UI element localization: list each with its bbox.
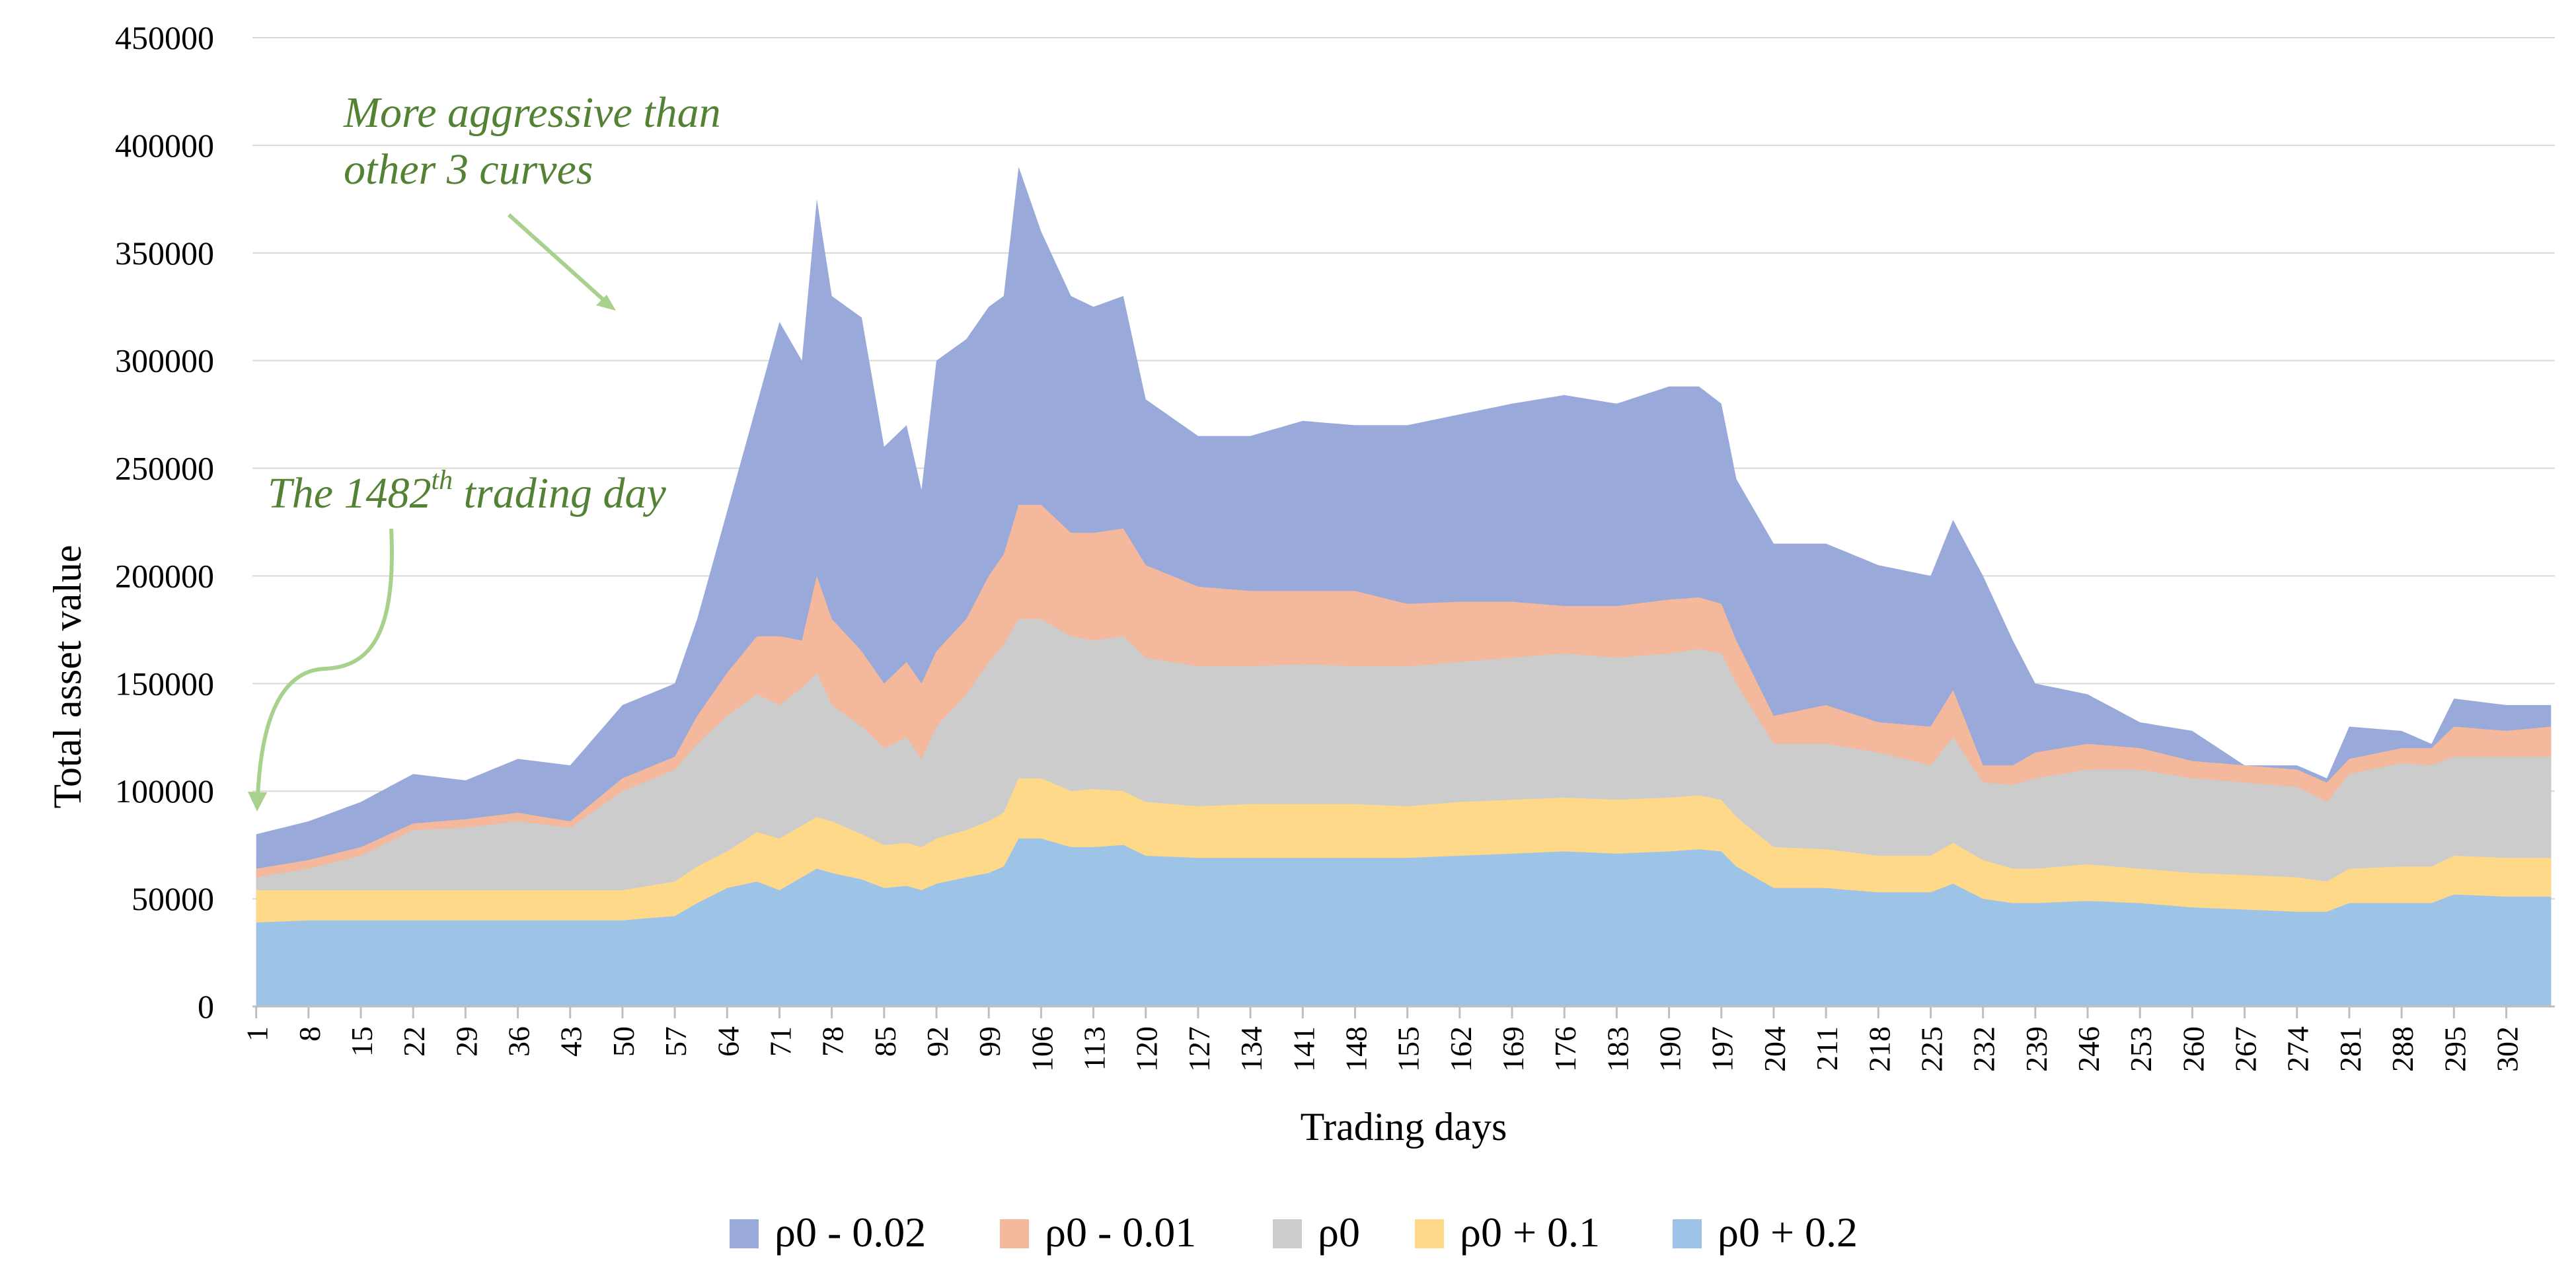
y-tick-label: 300000 (115, 342, 214, 379)
y-tick-label: 350000 (115, 235, 214, 272)
legend-swatch (1000, 1219, 1029, 1248)
x-tick-label: 85 (868, 1026, 902, 1057)
legend-swatch (730, 1219, 759, 1248)
x-tick-label: 43 (554, 1026, 588, 1057)
annotation-trading-day-arrow (256, 528, 394, 797)
x-tick-label: 169 (1496, 1026, 1530, 1072)
x-tick-label: 71 (763, 1026, 797, 1057)
x-tick-label: 225 (1914, 1026, 1948, 1072)
x-tick-label: 22 (397, 1026, 431, 1057)
x-tick-label: 197 (1706, 1026, 1739, 1072)
annotation-trading-day-arrowhead (248, 792, 267, 812)
y-tick-label: 50000 (132, 880, 214, 917)
x-tick-label: 253 (2124, 1026, 2158, 1072)
x-tick-label: 204 (1758, 1026, 1792, 1072)
x-tick-label: 239 (2020, 1026, 2053, 1072)
y-tick-label: 0 (198, 988, 214, 1025)
legend-item: ρ0 - 0.02 (730, 1209, 926, 1256)
y-tick-label: 150000 (115, 665, 214, 702)
x-tick-label: 8 (293, 1026, 326, 1042)
legend-label: ρ0 + 0.2 (1718, 1209, 1858, 1256)
legend-swatch (1415, 1219, 1444, 1248)
annotation-aggressive: More aggressive than other 3 curves (343, 89, 721, 311)
x-tick-label: 302 (2490, 1026, 2524, 1072)
x-tick-label: 155 (1392, 1026, 1425, 1072)
annotation-aggressive-line1: More aggressive than (343, 89, 721, 137)
x-tick-label: 1 (241, 1026, 274, 1042)
y-tick-label: 400000 (115, 127, 214, 164)
x-tick-label: 246 (2072, 1026, 2105, 1072)
x-tick-label: 260 (2176, 1026, 2210, 1072)
x-tick-label: 120 (1130, 1026, 1164, 1072)
y-tick-label: 100000 (115, 773, 214, 810)
legend-label: ρ0 - 0.02 (775, 1209, 926, 1256)
legend-label: ρ0 + 0.1 (1460, 1209, 1600, 1256)
annotation-aggressive-line2: other 3 curves (344, 145, 593, 194)
x-tick-label: 176 (1548, 1026, 1582, 1072)
x-tick-label: 288 (2386, 1026, 2419, 1072)
legend-item: ρ0 - 0.01 (1000, 1209, 1196, 1256)
x-tick-label: 211 (1810, 1026, 1844, 1071)
x-tick-label: 183 (1601, 1026, 1634, 1072)
legend-swatch (1673, 1219, 1702, 1248)
x-tick-label: 267 (2229, 1026, 2263, 1072)
x-tick-label: 92 (921, 1026, 954, 1057)
x-tick-label: 190 (1653, 1026, 1687, 1072)
legend-label: ρ0 - 0.01 (1045, 1209, 1196, 1256)
y-axis-title: Total asset value (46, 545, 89, 809)
x-tick-label: 78 (816, 1026, 850, 1057)
annotation-trading-day: The 1482th trading day (248, 465, 667, 812)
legend: ρ0 - 0.02 ρ0 - 0.01 ρ0 ρ0 + 0.1 ρ0 + 0.2 (730, 1209, 1858, 1256)
area--0-0.2 (256, 838, 2552, 1006)
x-tick-label: 148 (1339, 1026, 1373, 1072)
x-tick-label: 50 (607, 1026, 640, 1057)
x-tick-label: 57 (659, 1026, 693, 1057)
series-areas (256, 167, 2552, 1006)
x-tick-label: 113 (1078, 1026, 1112, 1071)
legend-item: ρ0 + 0.1 (1415, 1209, 1600, 1256)
axes: 1 8 15 22 29 36 43 50 57 64 71 78 85 92 99 106 113 120 127… (241, 1005, 2555, 1072)
y-tick-label: 200000 (115, 557, 214, 594)
x-tick-label: 232 (1967, 1026, 2001, 1072)
x-tick-label: 274 (2281, 1026, 2315, 1072)
x-tick-label: 106 (1025, 1026, 1059, 1072)
legend-item: ρ0 (1273, 1209, 1360, 1256)
x-tick-label: 64 (711, 1026, 745, 1057)
legend-swatch (1273, 1219, 1302, 1248)
annotation-aggressive-arrowhead (596, 295, 616, 311)
x-tick-label: 99 (973, 1026, 1006, 1057)
annotation-trading-day-prefix: The 1482 (268, 469, 432, 517)
x-tick-label: 295 (2438, 1026, 2472, 1072)
x-tick-label: 218 (1862, 1026, 1896, 1072)
annotation-trading-day-sup: th (432, 465, 453, 496)
y-tick-label: 450000 (115, 19, 214, 56)
x-tick-label: 162 (1444, 1026, 1478, 1072)
x-axis-title: Trading days (1301, 1105, 1507, 1149)
x-tick-label: 15 (345, 1026, 379, 1057)
gridlines: 0 50000 100000 150000 200000 250000 300000 3500… (115, 19, 2555, 1025)
x-tick-label: 141 (1287, 1026, 1320, 1072)
x-tick-label: 127 (1182, 1026, 1216, 1072)
x-tick-label: 36 (502, 1026, 536, 1057)
annotation-aggressive-arrow (507, 213, 609, 305)
x-tick-label: 134 (1234, 1026, 1268, 1072)
legend-item: ρ0 + 0.2 (1673, 1209, 1858, 1256)
x-tick-label: 281 (2333, 1026, 2367, 1072)
y-tick-label: 250000 (115, 450, 214, 487)
legend-label: ρ0 (1318, 1209, 1360, 1256)
annotation-trading-day-text: The 1482th trading day (268, 465, 667, 517)
x-tick-label: 29 (449, 1026, 483, 1057)
annotation-trading-day-suffix: trading day (453, 469, 666, 517)
